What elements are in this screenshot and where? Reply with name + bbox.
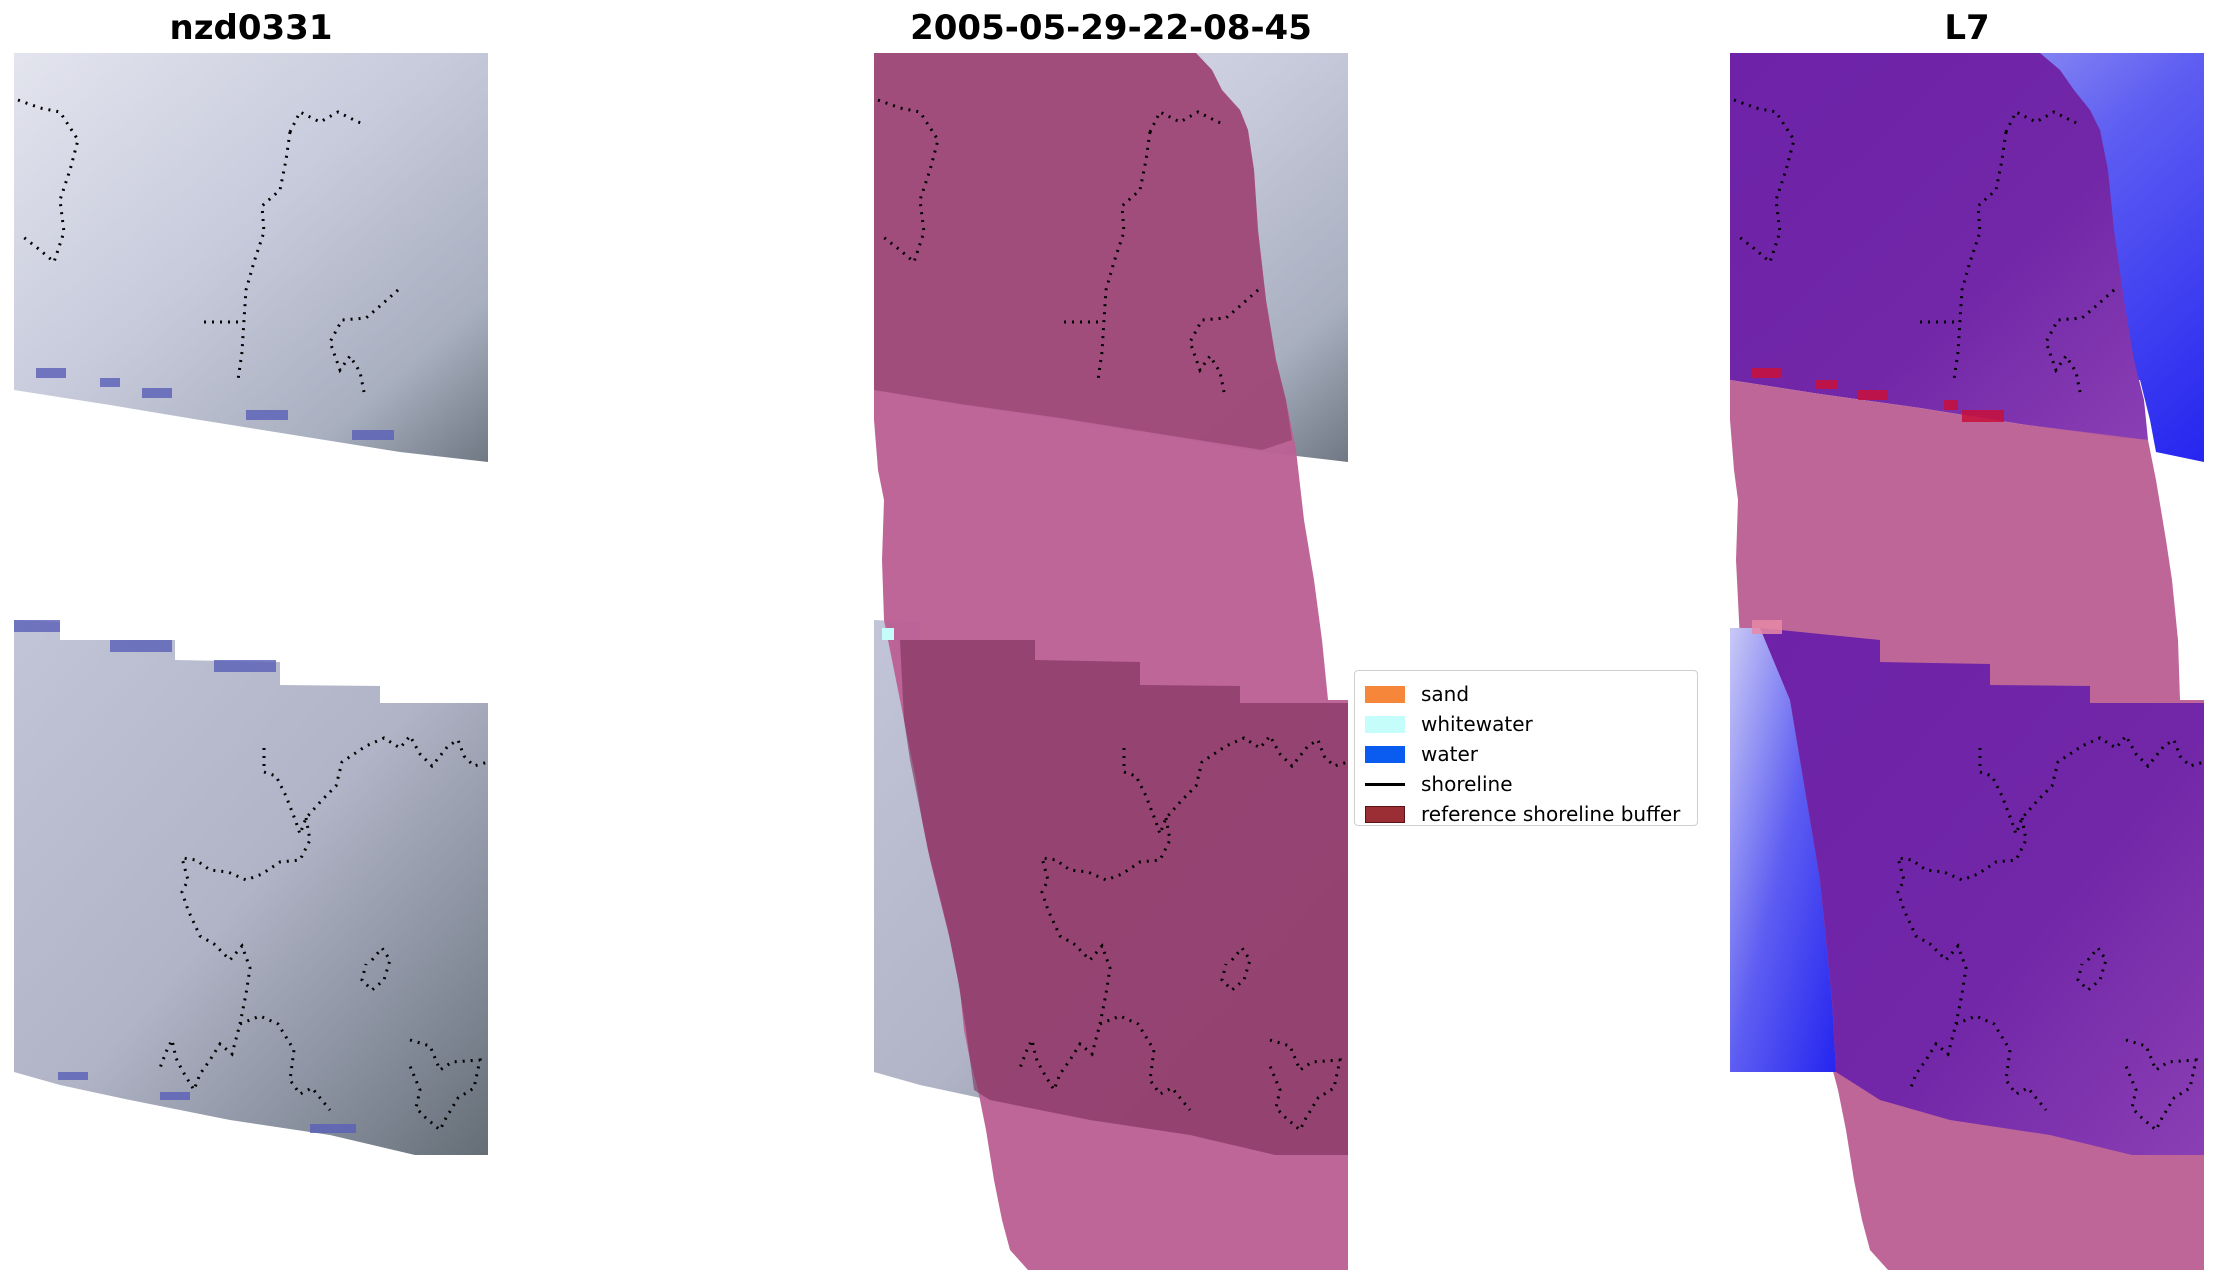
index-land-bottom xyxy=(1760,628,2204,1155)
water-swatch-icon xyxy=(1365,745,1405,763)
panel-title-satellite: L7 xyxy=(1944,8,1990,48)
index-pink-edge xyxy=(1752,620,1782,634)
legend-item-sand: sand xyxy=(1365,679,1687,709)
legend: sand whitewater water shoreline referenc… xyxy=(1354,670,1698,826)
image-tile-bottom xyxy=(14,620,488,1155)
classified-land-bottom xyxy=(900,640,1348,1155)
legend-label: reference shoreline buffer xyxy=(1421,802,1681,826)
panel-rgb-image xyxy=(14,53,489,1155)
panel-classified xyxy=(874,53,1349,1270)
index-land-top xyxy=(1730,53,2148,440)
legend-label: sand xyxy=(1421,682,1470,706)
legend-item-water: water xyxy=(1365,739,1687,769)
panel-title-date: 2005-05-29-22-08-45 xyxy=(910,8,1312,48)
whitewater-sliver xyxy=(882,628,894,640)
index-red-edge xyxy=(1752,368,2004,422)
water-edge-strip xyxy=(14,368,394,1133)
shoreline-trace-index xyxy=(1733,98,2205,1133)
panel-title-image-name: nzd0331 xyxy=(169,8,333,48)
legend-label: shoreline xyxy=(1421,772,1513,796)
legend-item-whitewater: whitewater xyxy=(1365,709,1687,739)
legend-item-shoreline: shoreline xyxy=(1365,769,1687,799)
shoreline-line-icon xyxy=(1365,782,1405,786)
shoreline-trace-rgb xyxy=(17,98,489,1133)
buffer-swatch-icon xyxy=(1365,805,1405,823)
whitewater-swatch-icon xyxy=(1365,715,1405,733)
classified-land-top xyxy=(874,53,1292,450)
legend-label: water xyxy=(1421,742,1478,766)
image-tile-top xyxy=(14,53,488,462)
shoreline-trace-classified xyxy=(877,98,1349,1133)
index-water-bottom xyxy=(1730,628,1836,1072)
sand-swatch-icon xyxy=(1365,685,1405,703)
legend-item-reference-shoreline-buffer: reference shoreline buffer xyxy=(1365,799,1687,829)
panel-index xyxy=(1730,53,2205,1270)
legend-label: whitewater xyxy=(1421,712,1533,736)
